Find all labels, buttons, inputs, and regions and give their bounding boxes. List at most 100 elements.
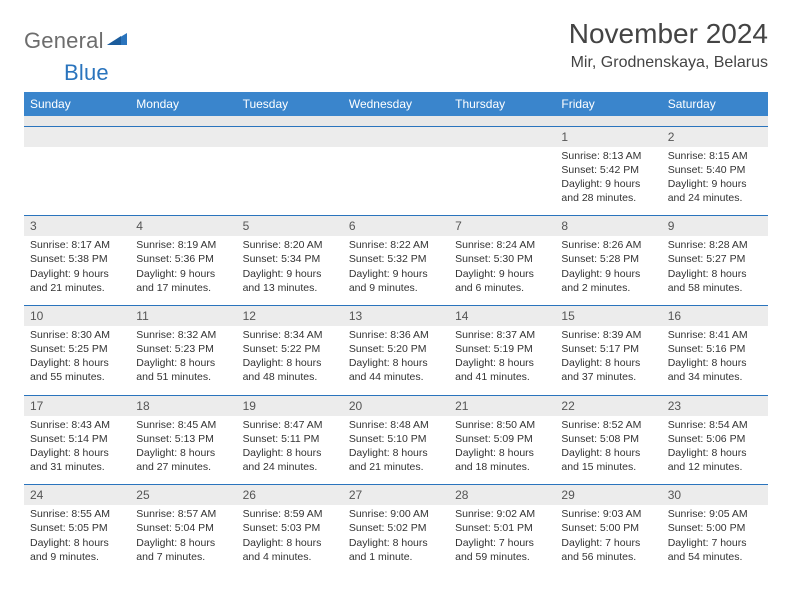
day-info-line: Sunset: 5:32 PM bbox=[349, 252, 443, 266]
day-info-line: Sunrise: 9:02 AM bbox=[455, 507, 549, 521]
day-body: Sunrise: 8:36 AMSunset: 5:20 PMDaylight:… bbox=[343, 326, 449, 395]
day-info-line: Sunrise: 8:41 AM bbox=[668, 328, 762, 342]
day-info-line: and 51 minutes. bbox=[136, 370, 230, 384]
day-number bbox=[449, 127, 555, 147]
day-info-line: Sunrise: 8:17 AM bbox=[30, 238, 124, 252]
day-number: 30 bbox=[662, 485, 768, 505]
day-info-line: Daylight: 8 hours bbox=[136, 446, 230, 460]
weekday-saturday: Saturday bbox=[662, 92, 768, 116]
day-info-line: and 18 minutes. bbox=[455, 460, 549, 474]
day-number: 7 bbox=[449, 216, 555, 236]
day-info-line: Sunrise: 8:34 AM bbox=[243, 328, 337, 342]
weekday-sunday: Sunday bbox=[24, 92, 130, 116]
day-info-line: Sunset: 5:17 PM bbox=[561, 342, 655, 356]
day-info-line: Sunset: 5:06 PM bbox=[668, 432, 762, 446]
day-info-line: Daylight: 8 hours bbox=[30, 446, 124, 460]
day-info-line: and 17 minutes. bbox=[136, 281, 230, 295]
day-info-line: Sunrise: 9:05 AM bbox=[668, 507, 762, 521]
calendar-week-row: 1Sunrise: 8:13 AMSunset: 5:42 PMDaylight… bbox=[24, 126, 768, 216]
day-info-line: Sunrise: 8:45 AM bbox=[136, 418, 230, 432]
day-info-line: Sunset: 5:09 PM bbox=[455, 432, 549, 446]
day-number: 3 bbox=[24, 216, 130, 236]
calendar-table: Sunday Monday Tuesday Wednesday Thursday… bbox=[24, 92, 768, 574]
day-body: Sunrise: 8:54 AMSunset: 5:06 PMDaylight:… bbox=[662, 416, 768, 485]
calendar-day-cell: 19Sunrise: 8:47 AMSunset: 5:11 PMDayligh… bbox=[237, 395, 343, 485]
day-number: 14 bbox=[449, 306, 555, 326]
calendar-day-cell: 8Sunrise: 8:26 AMSunset: 5:28 PMDaylight… bbox=[555, 216, 661, 306]
day-info-line: Sunrise: 8:59 AM bbox=[243, 507, 337, 521]
calendar-body: 1Sunrise: 8:13 AMSunset: 5:42 PMDaylight… bbox=[24, 126, 768, 574]
day-info-line: and 12 minutes. bbox=[668, 460, 762, 474]
day-info-line: and 56 minutes. bbox=[561, 550, 655, 564]
calendar-day-cell: 20Sunrise: 8:48 AMSunset: 5:10 PMDayligh… bbox=[343, 395, 449, 485]
calendar-day-cell: 27Sunrise: 9:00 AMSunset: 5:02 PMDayligh… bbox=[343, 485, 449, 574]
day-info-line: Sunrise: 8:55 AM bbox=[30, 507, 124, 521]
calendar-day-cell: 23Sunrise: 8:54 AMSunset: 5:06 PMDayligh… bbox=[662, 395, 768, 485]
day-number: 5 bbox=[237, 216, 343, 236]
day-info-line: Sunrise: 8:48 AM bbox=[349, 418, 443, 432]
day-info-line: Daylight: 8 hours bbox=[668, 356, 762, 370]
day-number: 23 bbox=[662, 396, 768, 416]
day-info-line: Sunrise: 8:13 AM bbox=[561, 149, 655, 163]
day-info-line: Daylight: 9 hours bbox=[349, 267, 443, 281]
day-body: Sunrise: 8:13 AMSunset: 5:42 PMDaylight:… bbox=[555, 147, 661, 216]
day-info-line: Sunset: 5:19 PM bbox=[455, 342, 549, 356]
day-body: Sunrise: 8:48 AMSunset: 5:10 PMDaylight:… bbox=[343, 416, 449, 485]
day-info-line: Sunset: 5:23 PM bbox=[136, 342, 230, 356]
day-number: 1 bbox=[555, 127, 661, 147]
day-info-line: and 24 minutes. bbox=[243, 460, 337, 474]
day-info-line: Daylight: 8 hours bbox=[136, 356, 230, 370]
day-info-line: Sunset: 5:11 PM bbox=[243, 432, 337, 446]
day-body: Sunrise: 8:52 AMSunset: 5:08 PMDaylight:… bbox=[555, 416, 661, 485]
day-info-line: Daylight: 8 hours bbox=[349, 446, 443, 460]
day-body: Sunrise: 8:39 AMSunset: 5:17 PMDaylight:… bbox=[555, 326, 661, 395]
day-info-line: Sunrise: 9:03 AM bbox=[561, 507, 655, 521]
day-info-line: and 4 minutes. bbox=[243, 550, 337, 564]
calendar-day-cell bbox=[24, 126, 130, 216]
day-info-line: Daylight: 8 hours bbox=[243, 446, 337, 460]
day-info-line: Sunset: 5:34 PM bbox=[243, 252, 337, 266]
calendar-day-cell: 17Sunrise: 8:43 AMSunset: 5:14 PMDayligh… bbox=[24, 395, 130, 485]
day-info-line: Daylight: 8 hours bbox=[561, 356, 655, 370]
calendar-day-cell bbox=[343, 126, 449, 216]
day-info-line: and 31 minutes. bbox=[30, 460, 124, 474]
day-body: Sunrise: 8:43 AMSunset: 5:14 PMDaylight:… bbox=[24, 416, 130, 485]
day-number: 21 bbox=[449, 396, 555, 416]
calendar-day-cell: 14Sunrise: 8:37 AMSunset: 5:19 PMDayligh… bbox=[449, 305, 555, 395]
calendar-day-cell: 3Sunrise: 8:17 AMSunset: 5:38 PMDaylight… bbox=[24, 216, 130, 306]
day-info-line: and 41 minutes. bbox=[455, 370, 549, 384]
month-title: November 2024 bbox=[569, 18, 768, 50]
day-number: 17 bbox=[24, 396, 130, 416]
day-body bbox=[24, 147, 130, 197]
day-info-line: Sunrise: 8:28 AM bbox=[668, 238, 762, 252]
day-number: 22 bbox=[555, 396, 661, 416]
day-info-line: Sunrise: 8:39 AM bbox=[561, 328, 655, 342]
calendar-day-cell: 22Sunrise: 8:52 AMSunset: 5:08 PMDayligh… bbox=[555, 395, 661, 485]
day-info-line: Sunrise: 8:37 AM bbox=[455, 328, 549, 342]
day-body bbox=[237, 147, 343, 197]
day-body: Sunrise: 8:41 AMSunset: 5:16 PMDaylight:… bbox=[662, 326, 768, 395]
title-block: November 2024 Mir, Grodnenskaya, Belarus bbox=[569, 18, 768, 72]
day-info-line: Sunset: 5:02 PM bbox=[349, 521, 443, 535]
day-info-line: and 13 minutes. bbox=[243, 281, 337, 295]
day-info-line: Daylight: 9 hours bbox=[668, 177, 762, 191]
day-info-line: Sunrise: 8:36 AM bbox=[349, 328, 443, 342]
day-body: Sunrise: 8:28 AMSunset: 5:27 PMDaylight:… bbox=[662, 236, 768, 305]
day-number: 13 bbox=[343, 306, 449, 326]
day-body: Sunrise: 8:15 AMSunset: 5:40 PMDaylight:… bbox=[662, 147, 768, 216]
day-body: Sunrise: 9:05 AMSunset: 5:00 PMDaylight:… bbox=[662, 505, 768, 574]
day-info-line: Sunrise: 8:24 AM bbox=[455, 238, 549, 252]
day-number: 10 bbox=[24, 306, 130, 326]
day-number: 15 bbox=[555, 306, 661, 326]
day-number: 9 bbox=[662, 216, 768, 236]
calendar-day-cell: 6Sunrise: 8:22 AMSunset: 5:32 PMDaylight… bbox=[343, 216, 449, 306]
day-number: 18 bbox=[130, 396, 236, 416]
day-body: Sunrise: 8:55 AMSunset: 5:05 PMDaylight:… bbox=[24, 505, 130, 574]
calendar-week-row: 10Sunrise: 8:30 AMSunset: 5:25 PMDayligh… bbox=[24, 305, 768, 395]
day-body: Sunrise: 9:03 AMSunset: 5:00 PMDaylight:… bbox=[555, 505, 661, 574]
day-info-line: Sunrise: 8:15 AM bbox=[668, 149, 762, 163]
day-info-line: Daylight: 8 hours bbox=[561, 446, 655, 460]
calendar-day-cell: 13Sunrise: 8:36 AMSunset: 5:20 PMDayligh… bbox=[343, 305, 449, 395]
day-body: Sunrise: 8:37 AMSunset: 5:19 PMDaylight:… bbox=[449, 326, 555, 395]
day-info-line: Sunset: 5:16 PM bbox=[668, 342, 762, 356]
